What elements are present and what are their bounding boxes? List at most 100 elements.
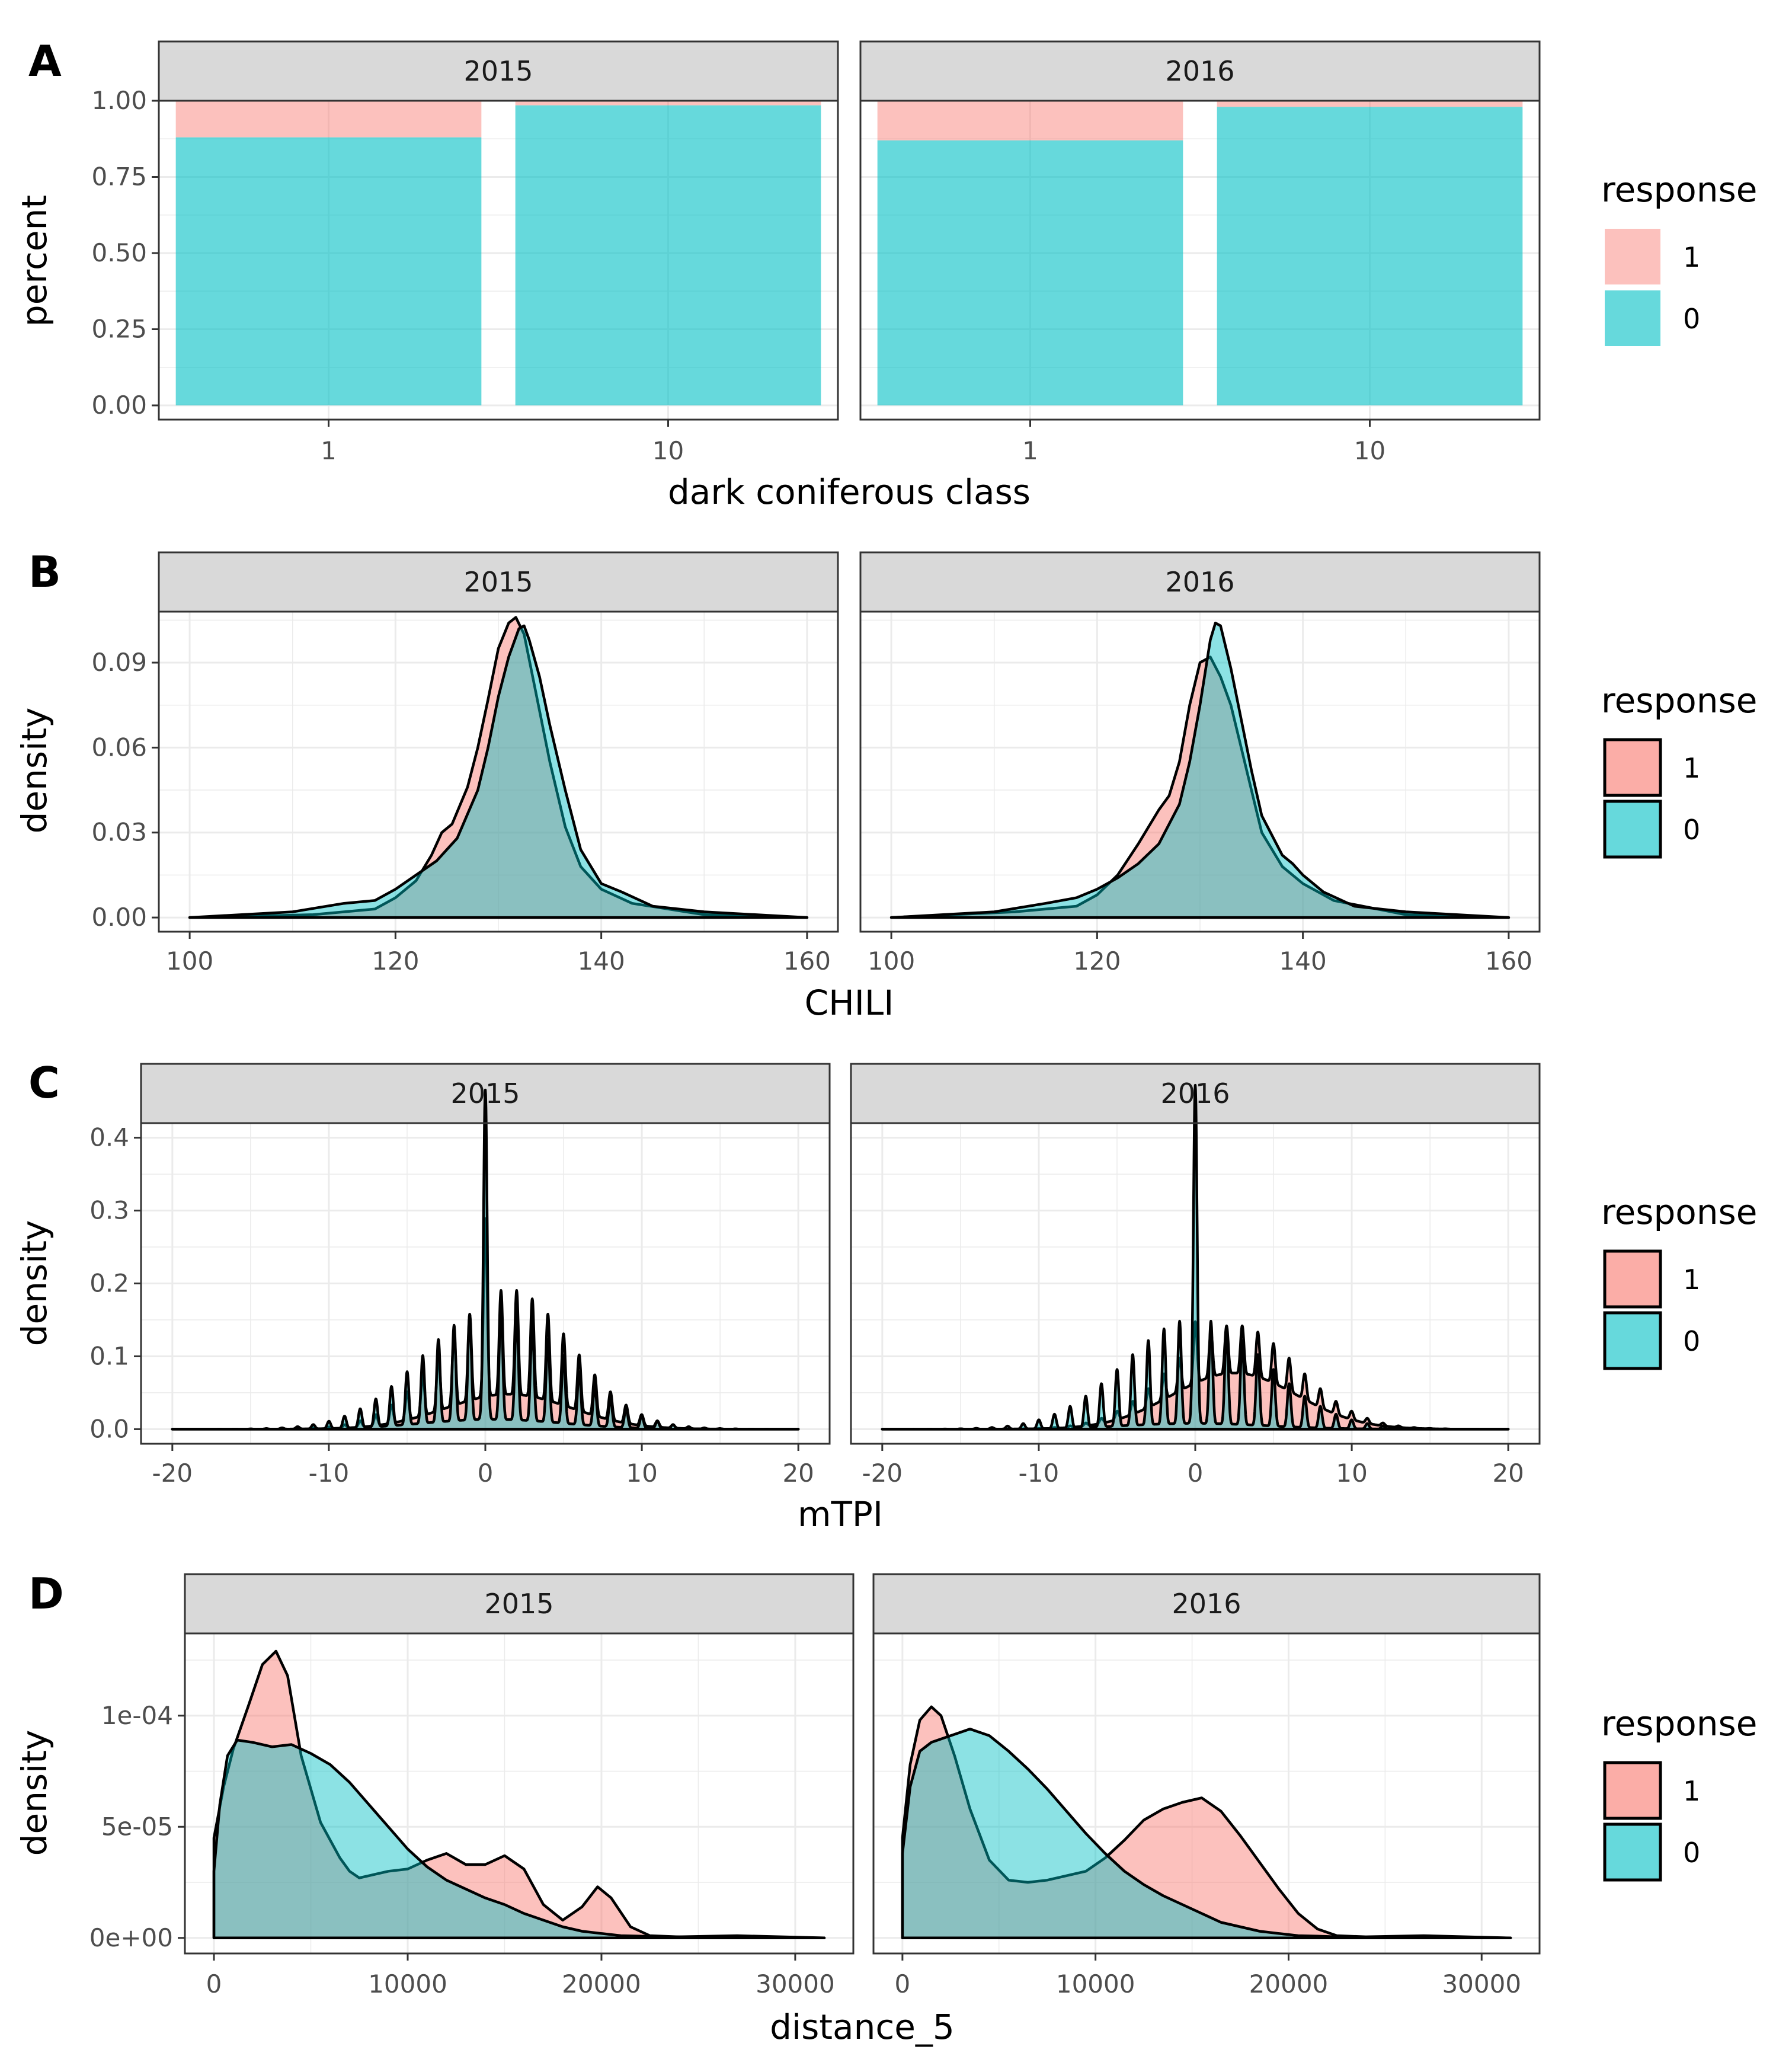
y-tick-label: 0.3 (89, 1196, 129, 1225)
y-axis-title: density (14, 1220, 55, 1347)
y-axis-title: density (14, 1730, 55, 1856)
x-tick-label: 10000 (368, 1969, 447, 1999)
y-tick-label: 1.00 (91, 86, 147, 115)
y-tick-label: 0.00 (91, 391, 147, 420)
x-axis-title: CHILI (805, 983, 894, 1023)
x-tick-label: 120 (1073, 947, 1121, 976)
y-tick-label: 0.2 (89, 1269, 129, 1298)
legend-label-response-1: 1 (1683, 1775, 1700, 1807)
x-axis-title: dark coniferous class (668, 472, 1031, 512)
bar-response-1 (175, 101, 482, 138)
x-tick-label: 160 (783, 947, 831, 976)
density-area-response-0 (901, 1728, 1512, 1940)
panel-letter: D (28, 1569, 64, 1619)
x-tick-label: 0 (895, 1969, 911, 1999)
facet-strip (184, 1573, 855, 1635)
bar-response-1 (877, 101, 1183, 140)
plot-background (185, 1633, 853, 1953)
panel-letter: C (28, 1058, 60, 1108)
facet-strip-label: 2016 (1165, 566, 1234, 598)
bar-response-0 (1217, 107, 1523, 405)
y-tick-label: 1e-04 (101, 1701, 173, 1730)
density-area-response-1 (212, 1649, 826, 1940)
density-area-response-0 (212, 1738, 826, 1940)
legend-key-response-1 (1603, 738, 1662, 797)
x-tick-label: 10 (652, 436, 684, 465)
density-area-response-0 (188, 624, 809, 919)
facet-2015: 2015 100 120 140 160 0.00 0.03 0.06 0.09 (91, 551, 839, 976)
y-tick-label: 0.4 (89, 1123, 129, 1152)
x-axis-title: distance_5 (770, 2007, 955, 2047)
legend-label-response-0: 0 (1683, 814, 1700, 846)
x-tick-label: -10 (1019, 1459, 1060, 1488)
facet-strip (859, 40, 1541, 102)
x-tick-label: 30000 (1442, 1969, 1521, 1999)
facet-strip (872, 1573, 1541, 1635)
x-tick-label: 1 (1022, 436, 1038, 465)
facet-2016: 2016-20 -10 0 10 20 (850, 1063, 1541, 1488)
plot-border (158, 610, 839, 933)
legend: response 1 0 (1601, 1192, 1757, 1370)
x-tick-label: 1 (321, 436, 337, 465)
y-tick-label: 0.1 (89, 1341, 129, 1370)
x-tick-label: 100 (166, 947, 213, 976)
y-tick-label: 0.0 (89, 1414, 129, 1443)
density-area-response-0 (171, 1088, 800, 1431)
x-tick-label: 0 (1188, 1459, 1204, 1488)
x-tick-label: -20 (152, 1459, 193, 1488)
facet-strip-label: 2016 (1165, 55, 1234, 87)
density-area-response-1 (188, 616, 809, 919)
facet-strip-label: 2015 (463, 55, 533, 87)
legend-title: response (1601, 170, 1757, 210)
facet-2016: 2016 0 10000 20000 30000 (872, 1573, 1541, 1999)
plot-border (140, 1122, 831, 1445)
x-tick-label: 20000 (1249, 1969, 1329, 1999)
legend-label-response-1: 1 (1683, 1264, 1700, 1296)
plot-border (184, 1632, 855, 1955)
facet-2015: 2015-20 -10 0 10 200.00.10.20.30.4 (89, 1063, 831, 1488)
x-tick-label: 10 (1354, 436, 1385, 465)
bar-response-0 (877, 140, 1183, 405)
x-tick-label: 140 (578, 947, 625, 976)
x-tick-label: 30000 (756, 1969, 835, 1999)
x-tick-label: 140 (1279, 947, 1327, 976)
y-tick-label: 0.25 (91, 315, 147, 344)
legend: response 1 0 (1601, 170, 1757, 346)
plot-border (859, 610, 1541, 933)
y-tick-label: 0.50 (91, 238, 147, 267)
x-tick-label: 160 (1485, 947, 1532, 976)
plot-border (859, 100, 1541, 421)
x-tick-label: 120 (372, 947, 419, 976)
density-area-response-1 (901, 1705, 1512, 1940)
y-tick-label: 0.09 (91, 648, 147, 677)
x-axis-title: mTPI (798, 1494, 883, 1534)
legend-title: response (1601, 1192, 1757, 1232)
density-area-response-0 (889, 621, 1511, 919)
y-tick-label: 0.75 (91, 162, 147, 191)
legend-title: response (1601, 1703, 1757, 1744)
facet-2016: 2016 1 10 (859, 40, 1541, 465)
x-tick-label: -20 (862, 1459, 903, 1488)
legend-label-response-1: 1 (1683, 241, 1700, 273)
y-tick-label: 0.00 (91, 903, 147, 932)
y-tick-label: 0.06 (91, 733, 147, 762)
facet-strip (158, 551, 839, 613)
legend-label-response-0: 0 (1683, 1837, 1700, 1869)
x-tick-label: 20 (1492, 1459, 1524, 1488)
legend-key-response-0 (1603, 1311, 1662, 1370)
chart-panel-B: B 2015 100 120 140 160 0.00 0.03 0.06 0.09 2016 100… (14, 547, 1757, 1023)
facet-2015: 2015 1 10 0.00 0.25 0.50 0.75 1.00 (91, 40, 839, 465)
legend-label-response-0: 0 (1683, 1325, 1700, 1357)
facet-2015: 2015 0 10000 20000 30000 0e+00 5e-05 1e-04 (89, 1573, 855, 1999)
legend-key-response-0 (1603, 800, 1662, 859)
legend: response 1 0 (1601, 1703, 1757, 1882)
bar-response-0 (515, 105, 821, 405)
bar-response-0 (175, 137, 482, 405)
plot-border (872, 1632, 1541, 1955)
x-tick-label: 20000 (562, 1969, 641, 1999)
legend: response 1 0 (1601, 680, 1757, 859)
facet-strip-label: 2016 (1172, 1588, 1241, 1620)
